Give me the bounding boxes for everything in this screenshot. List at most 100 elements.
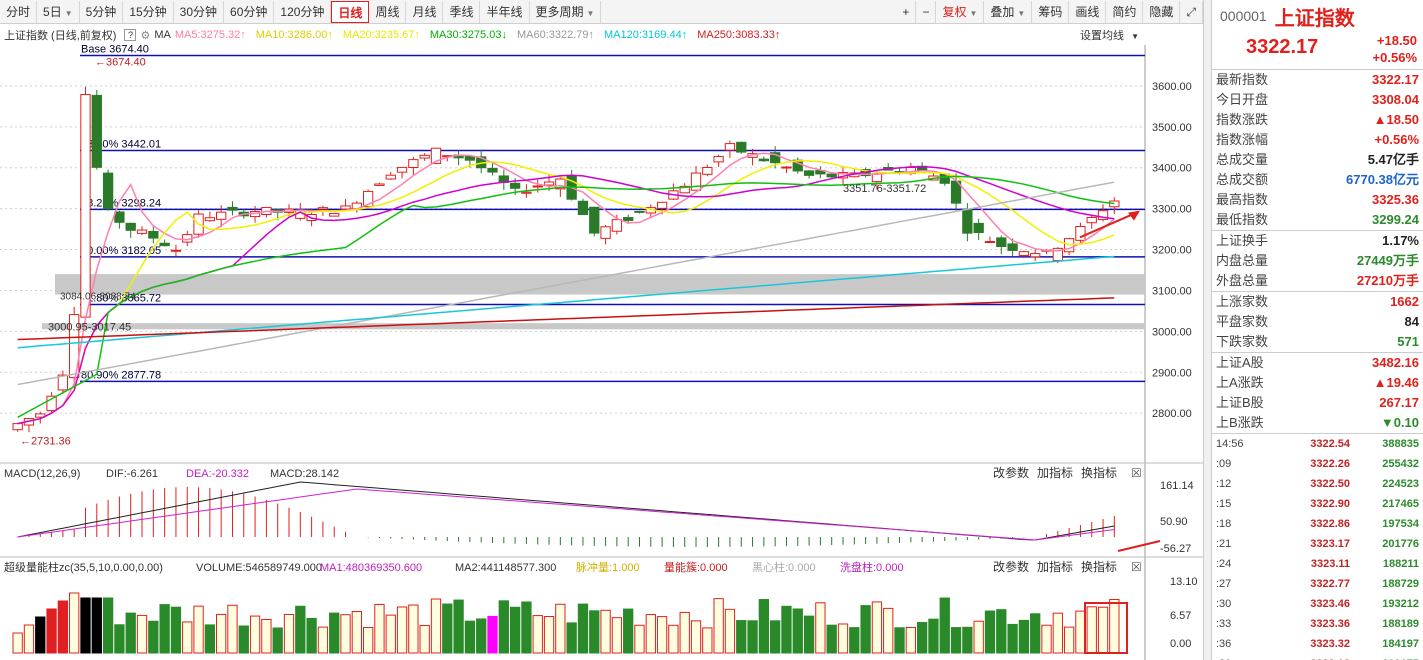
period-tab[interactable]: 5分钟 — [80, 0, 124, 23]
volume-bar — [69, 592, 80, 654]
candle-body — [340, 205, 351, 210]
volume-bar — [950, 627, 962, 654]
candle-body — [521, 191, 532, 194]
period-tab[interactable]: 周线 — [369, 0, 407, 23]
volume-bar — [849, 627, 860, 654]
volume-bar — [543, 615, 555, 654]
volume-bar — [589, 610, 600, 654]
vol-tag: 脉冲量:1.000 — [576, 560, 640, 574]
toolbar-button[interactable]: 叠加 ▼ — [984, 0, 1033, 23]
volume-bar — [148, 620, 159, 654]
vol-button: 加指标 — [1037, 559, 1073, 574]
toolbar-button[interactable]: 简约 — [1106, 0, 1144, 23]
volume-bar — [916, 622, 928, 654]
toolbar-button[interactable]: ⤢ — [1180, 0, 1203, 23]
volume-bar — [340, 614, 351, 654]
period-tab[interactable]: 季线 — [443, 0, 481, 23]
gear-icon[interactable]: ⚙ — [140, 29, 151, 42]
stat-value: 571 — [1397, 334, 1419, 349]
tick-time: :18 — [1216, 518, 1232, 530]
period-tab[interactable]: 半年线 — [480, 0, 530, 23]
candle-body — [770, 152, 781, 164]
volume-bar — [272, 627, 283, 654]
macd-label: MACD(12,26,9) — [4, 468, 80, 480]
ma30-line — [17, 175, 1115, 418]
volume-bar — [770, 620, 781, 654]
toolbar-button[interactable]: + — [896, 0, 917, 23]
stats-group-2: 上证换手 1.17% 内盘总量 27449万手 外盘总量 27210万手 — [1212, 230, 1423, 291]
stat-label: 下跌家数 — [1216, 334, 1269, 349]
candle-body — [1030, 253, 1041, 258]
volume-bar — [713, 598, 724, 654]
candle-body — [679, 185, 690, 194]
price-axis-label: 3400.00 — [1152, 163, 1192, 175]
candle-body — [396, 166, 408, 173]
kline-chart[interactable]: 3600.00 3500.00 3400.00 3300.00 3200.00 3100.… — [0, 43, 1203, 660]
tick-row: :393323.12209175 — [1212, 654, 1423, 660]
volume-bar — [1052, 612, 1063, 654]
help-icon[interactable]: ? — [124, 29, 137, 41]
trend-arrow — [1079, 210, 1139, 239]
candle-body — [543, 181, 555, 186]
candle-body — [1018, 251, 1030, 256]
change-box: +18.50 +0.56% — [1373, 32, 1417, 66]
stat-label: 上A涨跌 — [1216, 375, 1264, 390]
tick-volume: 201776 — [1382, 538, 1419, 550]
volume-bar — [1086, 606, 1097, 654]
stat-label: 总成交量 — [1216, 152, 1269, 167]
toolbar-button[interactable]: 隐藏 — [1143, 0, 1181, 23]
tick-time: :33 — [1216, 618, 1232, 630]
period-tab[interactable]: 5日 ▼ — [37, 0, 80, 23]
period-tab[interactable]: 30分钟 — [174, 0, 225, 23]
period-tab[interactable]: 60分钟 — [224, 0, 275, 23]
candle-body — [656, 201, 668, 209]
volume-bar — [249, 615, 261, 654]
candle-body — [148, 230, 159, 239]
stat-value: ▲19.46 — [1373, 375, 1419, 390]
candle-body — [80, 94, 91, 318]
tick-volume: 217465 — [1382, 498, 1419, 510]
volume-bar — [600, 609, 611, 654]
volume-bar — [23, 624, 35, 654]
ma20-line — [17, 166, 1115, 425]
stat-label: 上证A股 — [1216, 355, 1264, 370]
candle-body — [736, 141, 747, 153]
volume-bar — [464, 620, 476, 654]
candle-body — [611, 219, 623, 232]
candle-body — [317, 207, 329, 210]
period-tab[interactable]: 更多周期 ▼ — [530, 0, 602, 23]
vol-tag: 量能簇:0.000 — [664, 560, 728, 574]
ma250-line — [17, 297, 1115, 341]
stat-value: 3325.36 — [1372, 192, 1419, 207]
period-tab[interactable]: 15分钟 — [123, 0, 174, 23]
period-tab[interactable]: 月线 — [406, 0, 444, 23]
volume-bar — [815, 602, 826, 654]
vertical-splitter[interactable] — [1203, 0, 1212, 660]
candle-body — [634, 210, 645, 213]
vol-axis-label: 0.00 — [1170, 638, 1191, 650]
macd-button: 换指标 — [1081, 465, 1117, 480]
period-tab[interactable]: 120分钟 — [274, 0, 332, 23]
toolbar-button[interactable]: − — [916, 0, 937, 23]
toolbar-button[interactable]: 画线 — [1069, 0, 1107, 23]
tick-time: :36 — [1216, 638, 1232, 650]
period-tab[interactable]: 日线 — [331, 0, 370, 23]
candle-body — [374, 183, 385, 186]
ma-settings-button[interactable]: 设置均线 ▼ — [1080, 30, 1139, 42]
candle-body — [46, 395, 57, 412]
period-tab[interactable]: 分时 — [0, 0, 38, 23]
stat-value: +0.56% — [1374, 132, 1419, 147]
volume-bar — [329, 612, 340, 654]
tick-row: :15 3322.90 217465 — [1212, 494, 1423, 514]
chart-area[interactable]: 3600.00 3500.00 3400.00 3300.00 3200.00 3100.… — [0, 43, 1203, 660]
stat-row: 平盘家数 84 — [1212, 312, 1423, 332]
volume-bar — [984, 610, 996, 654]
gap2-label: 3084.06-3088.74 — [60, 292, 136, 303]
highlight-box — [1084, 602, 1128, 654]
toolbar-button[interactable]: 复权 ▼ — [936, 0, 985, 23]
tick-volume: 188189 — [1382, 618, 1419, 630]
stat-label: 指数涨幅 — [1216, 132, 1269, 147]
toolbar-button[interactable]: 筹码 — [1032, 0, 1070, 23]
volume-bar — [408, 604, 419, 654]
candle-body — [227, 206, 238, 211]
